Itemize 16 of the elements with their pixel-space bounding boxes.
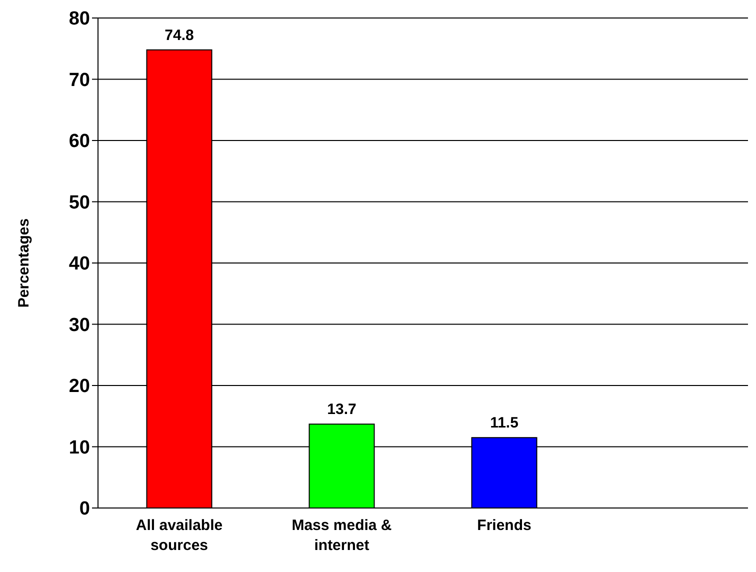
y-tick-label: 70	[68, 70, 90, 91]
y-tick-label: 50	[68, 192, 90, 214]
y-tick-label: 10	[68, 437, 90, 458]
y-axis-title: Percentages	[15, 218, 32, 308]
y-tick-label: 40	[68, 254, 90, 275]
y-tick-label: 0	[79, 498, 90, 520]
y-tick-label: 80	[68, 8, 90, 30]
data-label: 74.8	[164, 26, 194, 44]
x-tick-label: Mass media & internet	[292, 517, 392, 554]
y-tick-label: 20	[68, 376, 90, 398]
y-tick-label: 60	[68, 131, 90, 152]
data-label: 11.5	[490, 414, 518, 432]
data-label: 13.7	[327, 401, 356, 418]
x-tick-label: All available sources	[136, 517, 223, 554]
x-tick-label: Friends	[477, 517, 532, 534]
y-tick-label: 30	[68, 314, 90, 336]
